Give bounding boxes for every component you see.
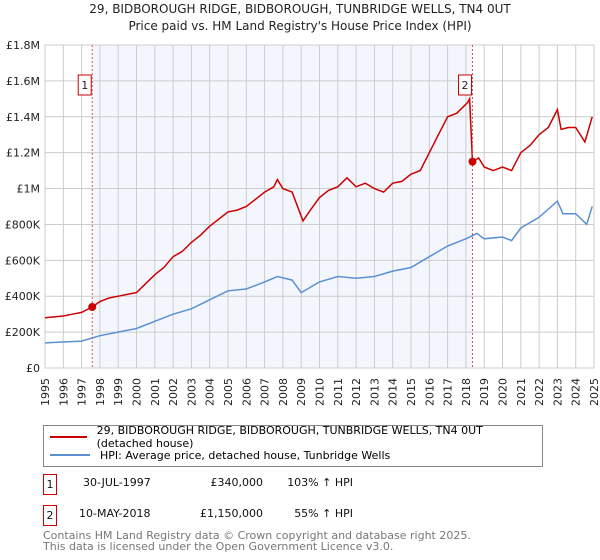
legend-item-property: 29, BIDBOROUGH RIDGE, BIDBOROUGH, TUNBRI…	[50, 424, 542, 450]
transaction-row: 2 10-MAY-2018 £1,150,000 55% ↑ HPI	[43, 505, 443, 526]
x-tick-label: 2019	[478, 378, 491, 406]
sale-hpi: 103% ↑ HPI	[287, 476, 353, 489]
x-tick-label: 2000	[131, 378, 144, 406]
sale-badge: 1	[43, 474, 57, 495]
legend-label: HPI: Average price, detached house, Tunb…	[100, 448, 391, 462]
plot-frame	[44, 44, 595, 369]
sale-date: 10-MAY-2018	[79, 507, 151, 520]
y-tick-label: £400K	[5, 290, 41, 303]
y-tick-label: £0	[26, 362, 40, 375]
series-line-hpi	[44, 199, 593, 344]
x-tick-label: 2009	[295, 378, 308, 406]
sale-price: £340,000	[210, 476, 264, 489]
x-tick-label: 2021	[515, 378, 528, 406]
x-tick-label: 2003	[185, 378, 198, 406]
price-chart: 1995 1996 1997 1998 1999 2000 2001 2002 2003 2004…	[5, 39, 600, 406]
x-tick-label: 2013	[368, 378, 381, 406]
x-tick-label: 2004	[204, 378, 217, 406]
x-tick-label: 1996	[57, 378, 70, 406]
x-tick-label: 2012	[350, 378, 363, 406]
y-tick-label: £1.6M	[6, 75, 40, 88]
x-tick-label: 2008	[277, 378, 290, 406]
footer: Contains HM Land Registry data © Crown c…	[43, 530, 471, 552]
x-tick-label: 2022	[533, 378, 546, 406]
y-tick-label: £800K	[5, 218, 41, 231]
chart-subtitle: Price paid vs. HM Land Registry's House …	[128, 19, 472, 33]
y-tick-label: £1M	[17, 183, 41, 196]
series-line-property	[44, 96, 593, 319]
x-tick-label: 1995	[39, 378, 52, 406]
x-tick-label: 2005	[222, 378, 235, 406]
sale-point	[88, 302, 97, 311]
x-tick-label: 1999	[112, 378, 125, 406]
sale-hpi: 55% ↑ HPI	[294, 507, 353, 520]
legend-swatch	[50, 436, 87, 438]
x-tick-label: 2018	[460, 378, 473, 406]
legend-label: 29, BIDBOROUGH RIDGE, BIDBOROUGH, TUNBRI…	[96, 424, 483, 450]
x-tick-label: 1998	[94, 378, 107, 406]
x-tick-label: 2007	[259, 378, 272, 406]
x-tick-label: 2024	[570, 378, 583, 406]
transaction-row: 1 30-JUL-1997 £340,000 103% ↑ HPI	[43, 474, 443, 495]
x-tick-label: 2002	[167, 378, 180, 406]
x-tick-label: 2025	[588, 378, 600, 406]
ownership-shade	[92, 45, 473, 368]
sale-badge: 2	[43, 505, 57, 526]
x-tick-label: 2011	[332, 378, 345, 406]
legend-swatch	[50, 454, 90, 456]
legend: 29, BIDBOROUGH RIDGE, BIDBOROUGH, TUNBRI…	[43, 424, 543, 467]
y-tick-label: £200K	[5, 326, 41, 339]
legend-item-hpi: HPI: Average price, detached house, Tunb…	[50, 447, 390, 463]
x-tick-label: 2017	[442, 378, 455, 406]
footer-copyright: Contains HM Land Registry data © Crown c…	[43, 529, 471, 542]
sale-label-box	[457, 74, 472, 96]
x-tick-label: 2016	[423, 378, 436, 406]
x-tick-label: 2015	[405, 378, 418, 406]
footer-licence: This data is licensed under the Open Gov…	[43, 540, 394, 553]
chart-title: 29, BIDBOROUGH RIDGE, BIDBOROUGH, TUNBRI…	[89, 2, 511, 16]
sale-point	[468, 157, 477, 166]
x-tick-label: 2023	[551, 378, 564, 406]
x-tick-label: 2001	[149, 378, 162, 406]
y-tick-label: £1.4M	[6, 111, 40, 124]
sale-label-box	[77, 74, 92, 96]
x-tick-label: 2014	[387, 378, 400, 406]
x-tick-label: 1997	[76, 378, 89, 406]
y-tick-label: £1.8M	[6, 39, 40, 52]
sale-label: 2	[461, 79, 468, 92]
y-tick-label: £1.2M	[6, 147, 40, 160]
x-tick-label: 2006	[240, 378, 253, 406]
sale-price: £1,150,000	[200, 507, 263, 520]
x-tick-label: 2020	[497, 378, 510, 406]
sale-date: 30-JUL-1997	[83, 476, 151, 489]
y-tick-label: £600K	[5, 254, 41, 267]
sale-label: 1	[81, 79, 88, 92]
x-tick-label: 2010	[314, 378, 327, 406]
